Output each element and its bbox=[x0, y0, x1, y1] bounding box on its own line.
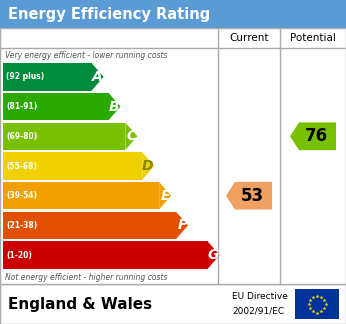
Text: England & Wales: England & Wales bbox=[8, 296, 152, 311]
Text: F: F bbox=[177, 218, 187, 232]
Text: D: D bbox=[142, 159, 153, 173]
Bar bbox=[3, 122, 125, 150]
Bar bbox=[3, 152, 142, 179]
Bar bbox=[3, 241, 208, 269]
Text: EU Directive: EU Directive bbox=[232, 292, 288, 301]
Text: Current: Current bbox=[229, 33, 269, 43]
Polygon shape bbox=[92, 63, 103, 90]
Text: (69-80): (69-80) bbox=[6, 132, 37, 141]
Text: A: A bbox=[92, 70, 103, 84]
Polygon shape bbox=[176, 212, 188, 239]
Text: G: G bbox=[207, 248, 219, 262]
Text: B: B bbox=[109, 99, 119, 114]
Polygon shape bbox=[290, 122, 336, 150]
Text: (81-91): (81-91) bbox=[6, 102, 37, 111]
Text: Potential: Potential bbox=[290, 33, 336, 43]
Text: (1-20): (1-20) bbox=[6, 251, 32, 260]
Text: 76: 76 bbox=[304, 127, 328, 145]
Polygon shape bbox=[208, 241, 220, 269]
Text: 53: 53 bbox=[240, 187, 264, 205]
Text: (21-38): (21-38) bbox=[6, 221, 37, 230]
Bar bbox=[0, 284, 346, 324]
Text: (39-54): (39-54) bbox=[6, 191, 37, 200]
Text: Not energy efficient - higher running costs: Not energy efficient - higher running co… bbox=[5, 272, 167, 282]
Text: E: E bbox=[161, 189, 170, 203]
Text: C: C bbox=[126, 129, 136, 143]
Bar bbox=[3, 93, 109, 120]
Text: Very energy efficient - lower running costs: Very energy efficient - lower running co… bbox=[5, 51, 167, 60]
Polygon shape bbox=[159, 182, 171, 209]
Bar bbox=[3, 182, 159, 209]
Text: 2002/91/EC: 2002/91/EC bbox=[232, 307, 284, 316]
Bar bbox=[295, 289, 339, 319]
Bar bbox=[0, 0, 346, 28]
Polygon shape bbox=[125, 122, 137, 150]
Polygon shape bbox=[226, 182, 272, 210]
Text: (55-68): (55-68) bbox=[6, 161, 37, 170]
Text: (92 plus): (92 plus) bbox=[6, 72, 44, 81]
Polygon shape bbox=[109, 93, 120, 120]
Bar bbox=[3, 63, 92, 90]
Text: Energy Efficiency Rating: Energy Efficiency Rating bbox=[8, 6, 210, 21]
Polygon shape bbox=[142, 152, 154, 179]
Bar bbox=[3, 212, 176, 239]
Bar bbox=[0, 28, 346, 284]
